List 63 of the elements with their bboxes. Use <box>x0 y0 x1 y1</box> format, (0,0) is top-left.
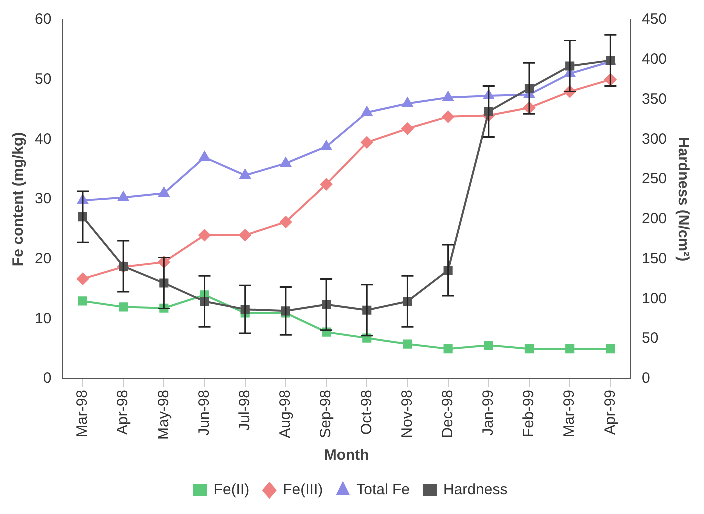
y2-tick-label: 200 <box>642 210 668 228</box>
x-tick-label: Jun-98 <box>196 390 213 436</box>
legend-label: Fe(II) <box>214 482 250 499</box>
y2-tick-label: 450 <box>642 11 668 28</box>
x-tick-label: Dec-98 <box>439 390 456 438</box>
point <box>198 229 211 242</box>
x-tick-label: May-98 <box>155 390 172 440</box>
point <box>402 98 414 108</box>
y2-tick-label: 0 <box>642 370 650 388</box>
point <box>119 302 128 312</box>
y-axis-title: Fe content (mg/kg) <box>10 132 28 267</box>
point <box>403 340 412 349</box>
y2-tick-label: 300 <box>642 130 668 148</box>
x-tick-label: Nov-98 <box>398 390 416 438</box>
point <box>76 273 89 286</box>
legend-label: Hardness <box>443 482 508 499</box>
point <box>566 344 575 354</box>
point <box>484 340 494 350</box>
y2-axis-title: Hardness (N/cm²) <box>674 137 692 262</box>
x-tick-label: Feb-99 <box>520 390 538 438</box>
x-axis-title: Month <box>324 447 370 464</box>
point <box>158 188 170 198</box>
y-tick-label: 50 <box>34 70 52 88</box>
y2-tick-label: 250 <box>642 170 668 188</box>
point <box>199 152 210 162</box>
x-tick-label: Aug-98 <box>277 390 294 438</box>
x-tick-label: Mar-98 <box>74 390 92 438</box>
legend-label: Fe(III) <box>283 482 324 499</box>
point <box>240 170 251 180</box>
y2-tick-label: 350 <box>642 90 668 108</box>
point <box>78 296 88 306</box>
legend-label: Total Fe <box>356 482 410 499</box>
point <box>606 344 616 354</box>
point <box>280 158 292 168</box>
y2-tick-label: 150 <box>642 250 668 268</box>
x-tick-label: Apr-99 <box>602 390 619 436</box>
point <box>442 110 454 123</box>
x-tick-label: Apr-98 <box>114 390 132 436</box>
x-tick-label: Sep-98 <box>318 390 335 438</box>
point <box>402 122 414 135</box>
y-tick-label: 60 <box>34 11 52 28</box>
point <box>361 136 374 149</box>
y2-tick-label: 400 <box>642 51 668 68</box>
point <box>239 229 252 242</box>
y-tick-label: 10 <box>34 310 52 328</box>
y-tick-label: 40 <box>34 130 52 148</box>
point <box>118 192 129 202</box>
y2-tick-label: 100 <box>642 290 668 308</box>
point <box>320 178 333 191</box>
x-tick-label: Oct-98 <box>358 390 376 435</box>
x-tick-label: Mar-99 <box>561 390 578 438</box>
point <box>524 344 534 354</box>
point <box>280 216 292 228</box>
x-tick-label: Jan-99 <box>480 390 498 436</box>
point <box>362 106 372 116</box>
point <box>442 92 454 102</box>
x-tick-label: Jul-98 <box>236 390 254 431</box>
point <box>444 344 453 354</box>
y-tick-label: 20 <box>34 250 52 268</box>
point <box>321 140 332 150</box>
y2-tick-label: 50 <box>642 330 659 348</box>
y-tick-label: 0 <box>43 370 52 388</box>
y-tick-label: 30 <box>34 190 52 208</box>
